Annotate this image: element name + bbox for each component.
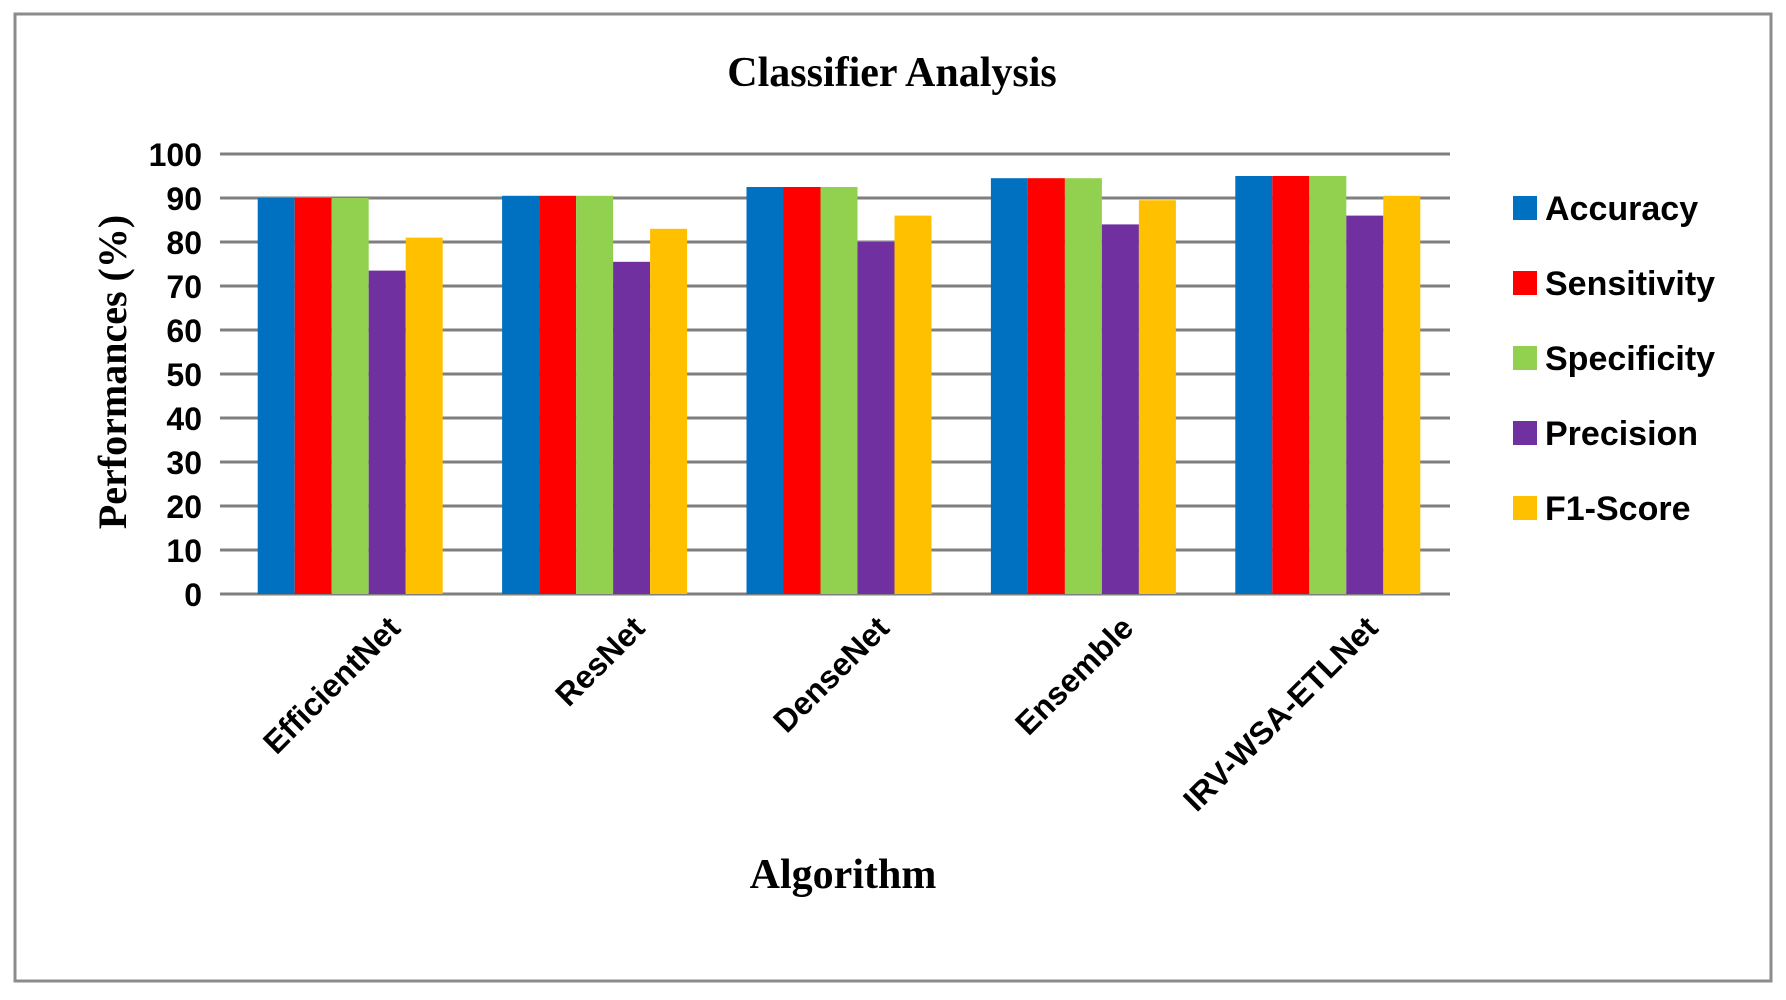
bar-sensitivity-ensemble xyxy=(1027,178,1065,594)
y-tick-label: 10 xyxy=(166,533,202,569)
bar-accuracy-irv-wsa-etlnet xyxy=(1235,176,1273,594)
legend-swatch-precision xyxy=(1513,421,1537,445)
bar-accuracy-resnet xyxy=(502,195,540,595)
bar-f1-score-resnet xyxy=(650,228,688,595)
legend-swatch-f1-score xyxy=(1513,496,1537,520)
y-tick-label: 0 xyxy=(184,577,202,613)
y-tick-label: 40 xyxy=(166,401,202,437)
y-tick-label: 70 xyxy=(166,269,202,305)
bar-precision-efficientnet xyxy=(368,270,406,594)
bar-specificity-ensemble xyxy=(1064,178,1102,594)
legend-label-accuracy: Accuracy xyxy=(1545,190,1698,228)
bar-accuracy-ensemble xyxy=(990,178,1028,594)
bar-accuracy-densenet xyxy=(746,187,784,594)
bar-f1-score-efficientnet xyxy=(405,237,443,594)
bar-precision-resnet xyxy=(613,261,651,594)
bar-specificity-efficientnet xyxy=(331,198,369,594)
bar-precision-irv-wsa-etlnet xyxy=(1346,215,1384,594)
bar-specificity-densenet xyxy=(820,187,858,594)
bar-precision-densenet xyxy=(857,242,895,594)
chart-title: Classifier Analysis xyxy=(727,50,1056,96)
legend-label-precision: Precision xyxy=(1545,415,1698,453)
bar-sensitivity-resnet xyxy=(539,195,577,595)
legend-swatch-sensitivity xyxy=(1513,271,1537,295)
legend-label-specificity: Specificity xyxy=(1545,340,1715,378)
bar-precision-ensemble xyxy=(1101,224,1139,594)
bar-f1-score-ensemble xyxy=(1138,200,1176,594)
y-tick-label: 50 xyxy=(166,357,202,393)
bars xyxy=(257,176,1421,595)
legend: Accuracy Sensitivity Specificity Precision F… xyxy=(1513,190,1715,528)
y-tick-label: 80 xyxy=(166,225,202,261)
legend-swatch-accuracy xyxy=(1513,196,1537,220)
y-tick-label: 60 xyxy=(166,313,202,349)
legend-label-sensitivity: Sensitivity xyxy=(1545,265,1715,303)
bar-specificity-irv-wsa-etlnet xyxy=(1309,176,1347,594)
bar-f1-score-densenet xyxy=(894,215,932,594)
y-tick-label: 20 xyxy=(166,489,202,525)
bar-specificity-resnet xyxy=(576,195,614,595)
x-axis-label: Algorithm xyxy=(750,852,937,898)
bar-accuracy-efficientnet xyxy=(257,198,295,594)
bar-sensitivity-densenet xyxy=(783,187,821,594)
y-tick-label: 100 xyxy=(149,137,202,173)
y-tick-label: 30 xyxy=(166,445,202,481)
legend-label-f1-score: F1-Score xyxy=(1545,490,1691,528)
legend-swatch-specificity xyxy=(1513,346,1537,370)
bar-sensitivity-irv-wsa-etlnet xyxy=(1272,176,1310,594)
y-tick-label: 90 xyxy=(166,181,202,217)
y-axis-ticks: 0 10 20 30 40 50 60 70 80 90 100 xyxy=(149,137,228,613)
bar-sensitivity-efficientnet xyxy=(294,198,332,594)
bar-f1-score-irv-wsa-etlnet xyxy=(1383,195,1421,595)
y-axis-label: Performances (%) xyxy=(90,215,135,529)
